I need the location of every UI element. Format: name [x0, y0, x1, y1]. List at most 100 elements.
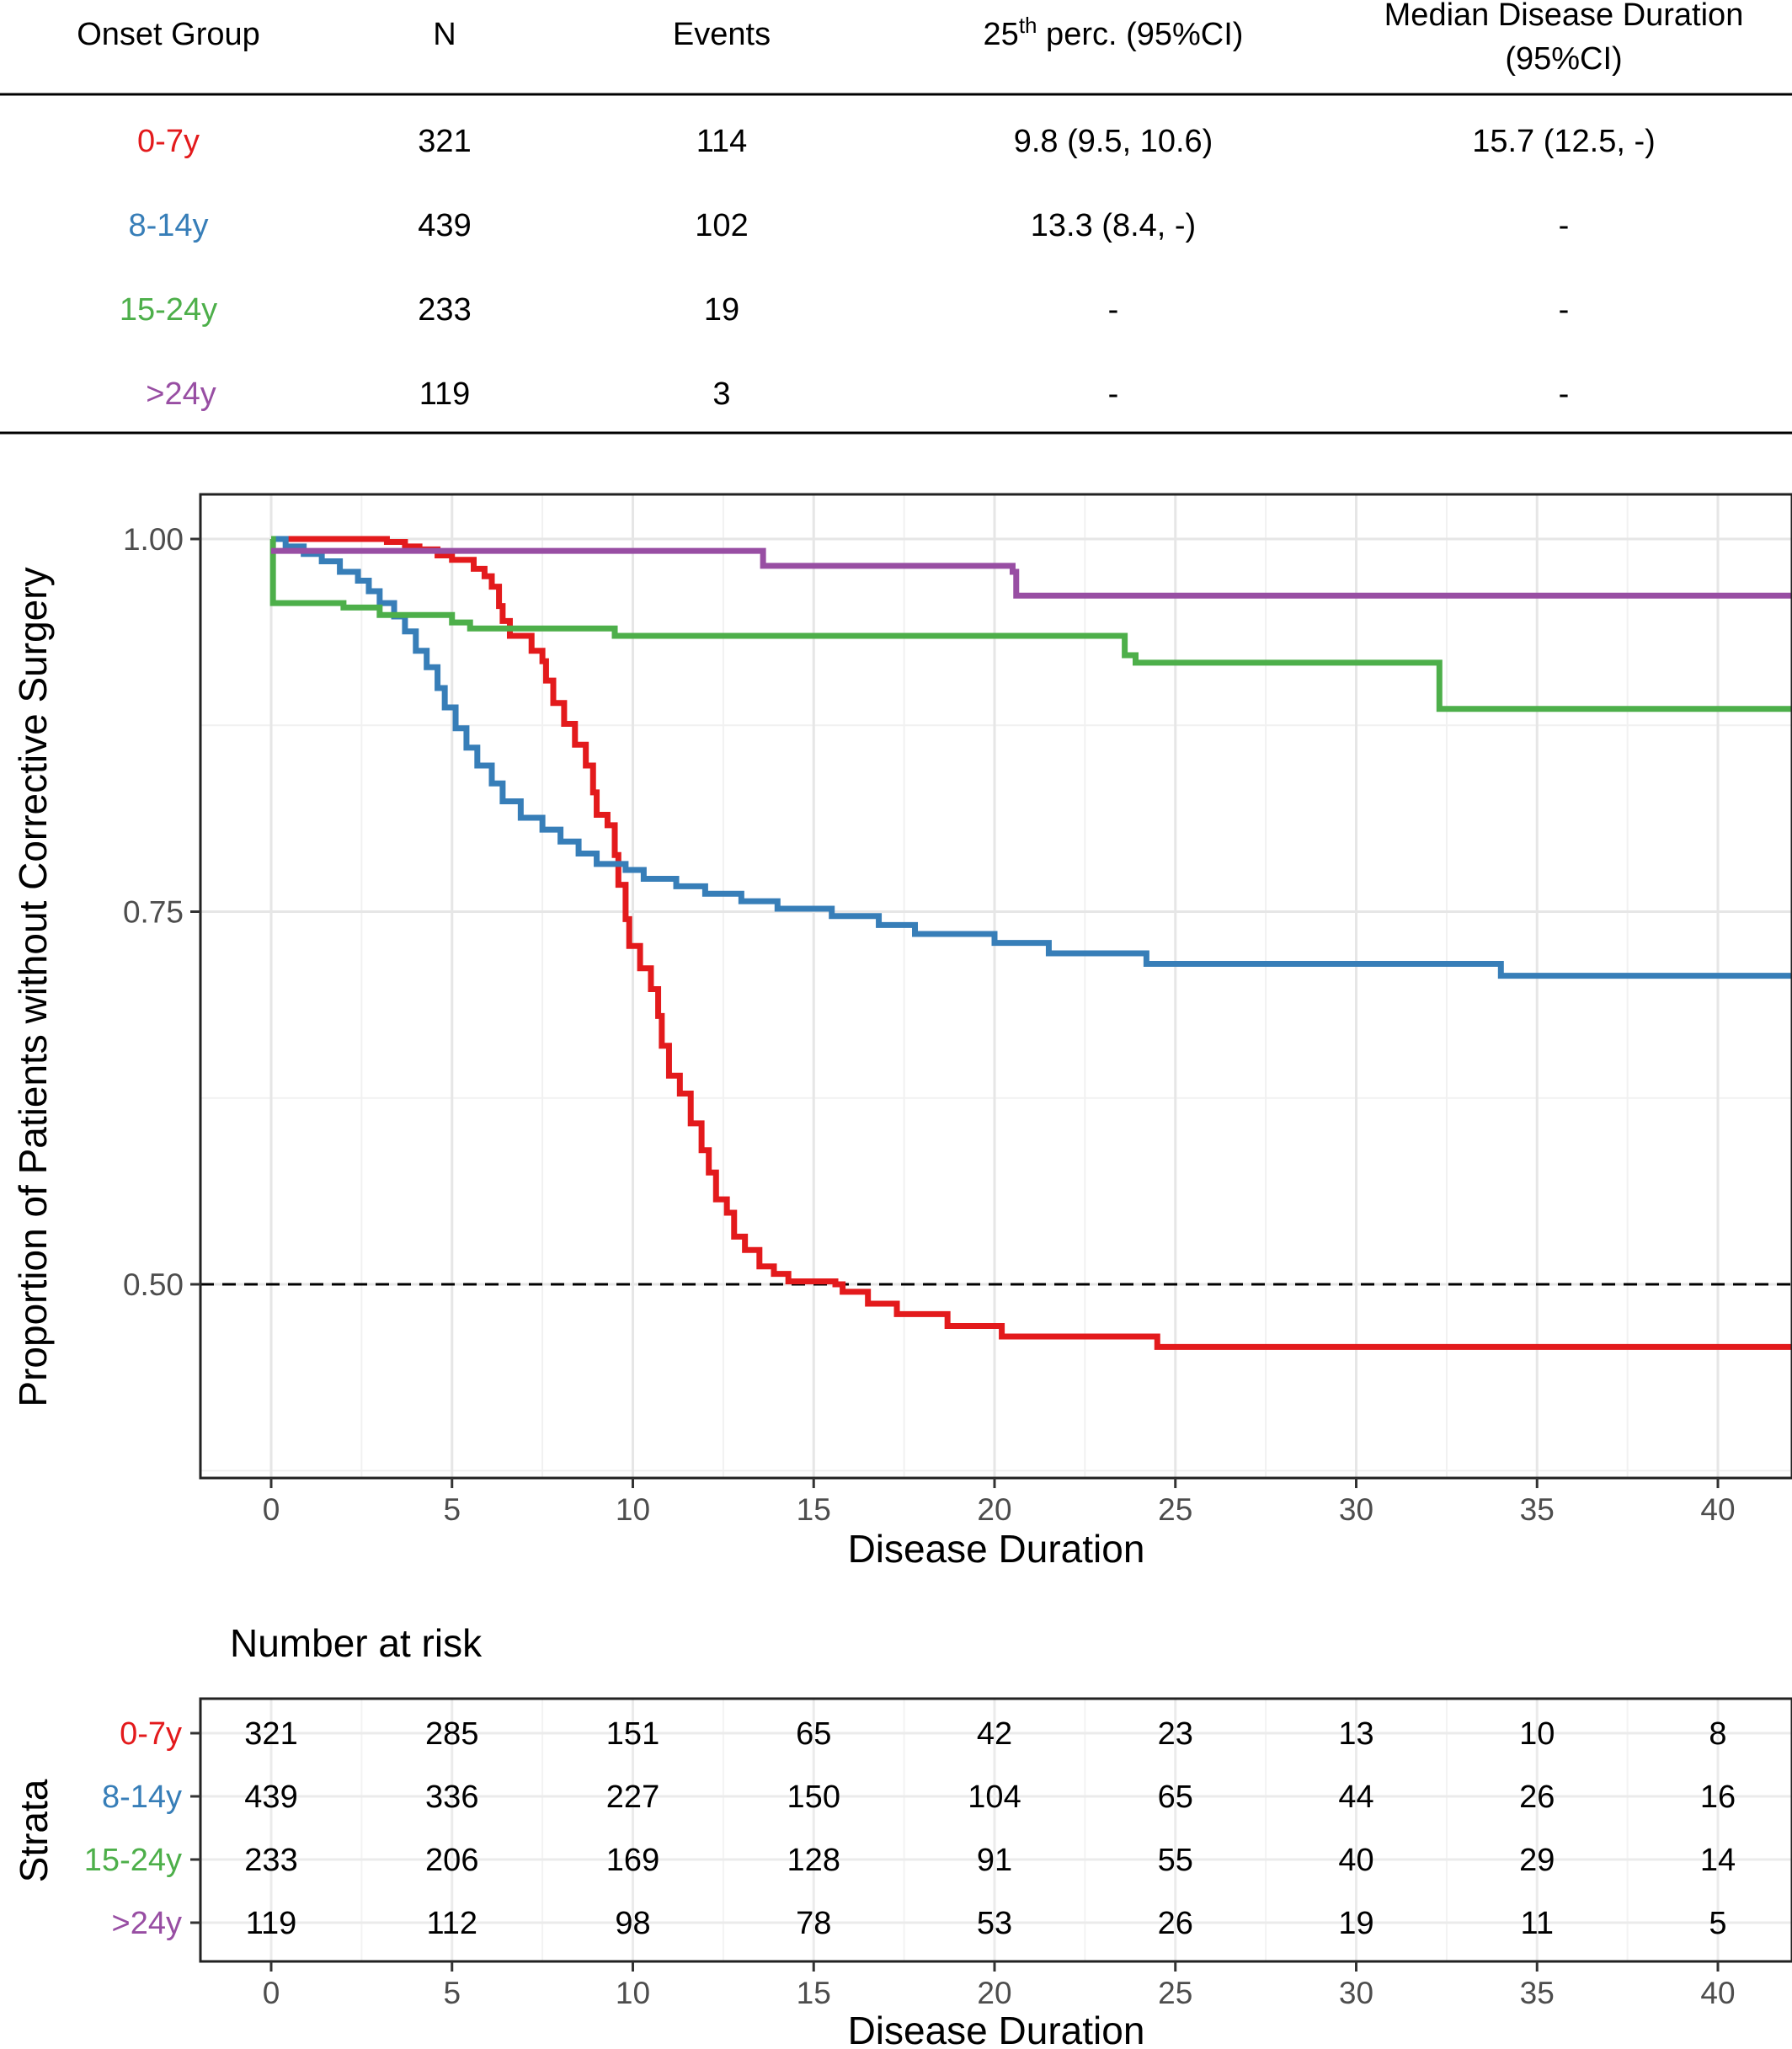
risk-cell: 128	[787, 1843, 840, 1878]
risk-cell: 19	[1338, 1906, 1373, 1941]
summary-cell-median: -	[1559, 376, 1570, 412]
plot-border	[199, 493, 1792, 1480]
x-tick-label: 5	[443, 1492, 461, 1527]
header-median-line2: (95%CI)	[1505, 41, 1622, 77]
summary-cell-events: 102	[695, 208, 748, 243]
x-tick-label: 0	[263, 1492, 280, 1527]
risk-cell: 5	[1709, 1906, 1726, 1941]
risk-table-title: Number at risk	[230, 1621, 483, 1665]
summary-cell-p25: -	[1108, 292, 1119, 328]
survival-curve-1	[271, 536, 1792, 1350]
risk-cell: 321	[244, 1716, 297, 1752]
survival-curve-3	[269, 536, 1792, 712]
risk-x-axis-ticks: 0 5 10 15 20 25 30 35 40	[263, 1961, 1736, 2010]
risk-table-grid	[200, 1699, 1792, 1961]
risk-x-axis-title: Disease Duration	[848, 2009, 1145, 2049]
risk-strata-labels: 0-7y 8-14y 15-24y >24y	[84, 1716, 200, 1941]
risk-table-background	[200, 1699, 1792, 1961]
summary-row-group-label: 15-24y	[120, 292, 217, 328]
summary-cell-n: 233	[418, 292, 471, 328]
risk-cell: 98	[615, 1906, 650, 1941]
summary-cell-events: 3	[712, 376, 730, 412]
risk-x-tick-label: 25	[1158, 1976, 1192, 2010]
summary-cell-p25: 13.3 (8.4, -)	[1031, 208, 1196, 243]
risk-cell: 169	[606, 1843, 659, 1878]
risk-table-cells: 321 285 151 65 42 23 13 10 8 439 336 227 150 104 65 44 2…	[244, 1716, 1736, 1941]
risk-cell: 44	[1338, 1780, 1373, 1815]
y-tick-label: 0.75	[123, 895, 184, 930]
x-tick-label: 40	[1700, 1492, 1735, 1527]
risk-cell: 16	[1700, 1780, 1736, 1815]
risk-cell: 78	[796, 1906, 831, 1941]
risk-cell: 151	[606, 1716, 659, 1752]
summary-row-group-label: >24y	[146, 376, 216, 412]
header-25th-percentile: 25th perc. (95%CI)	[984, 13, 1244, 52]
summary-cell-events: 19	[704, 292, 739, 328]
risk-cell: 55	[1158, 1843, 1193, 1878]
header-25th-number: 25	[984, 17, 1019, 52]
survival-curve-4	[271, 547, 1792, 599]
risk-cell: 206	[425, 1843, 478, 1878]
x-axis-title: Disease Duration	[848, 1527, 1145, 1571]
header-25th-label: perc. (95%CI)	[1037, 17, 1244, 52]
header-onset-group: Onset Group	[77, 17, 260, 52]
risk-x-tick-label: 35	[1520, 1976, 1555, 2010]
risk-cell: 14	[1700, 1843, 1736, 1878]
risk-x-tick-label: 20	[977, 1976, 1011, 2010]
x-tick-label: 35	[1520, 1492, 1555, 1527]
risk-cell: 233	[244, 1843, 297, 1878]
risk-x-tick-label: 5	[443, 1976, 461, 2010]
risk-cell: 23	[1158, 1716, 1193, 1752]
risk-cell: 65	[1158, 1780, 1193, 1815]
risk-cell: 10	[1519, 1716, 1555, 1752]
risk-x-tick-label: 0	[263, 1976, 280, 2010]
summary-cell-n: 439	[418, 208, 471, 243]
survival-curves	[269, 536, 1792, 1350]
summary-rows: 0-7y 321 114 9.8 (9.5, 10.6) 15.7 (12.5, -) 8…	[120, 124, 1656, 412]
header-25th-superscript: th	[1019, 13, 1037, 38]
header-events: Events	[673, 17, 771, 52]
x-tick-label: 30	[1339, 1492, 1373, 1527]
summary-row-group-label: 8-14y	[128, 208, 208, 243]
x-tick-label: 15	[797, 1492, 831, 1527]
summary-cell-n: 119	[419, 376, 471, 412]
risk-cell: 29	[1519, 1843, 1555, 1878]
summary-row-group-label: 0-7y	[137, 124, 200, 159]
header-n: N	[433, 17, 456, 52]
y-tick-label: 0.50	[123, 1267, 184, 1302]
y-tick-label: 1.00	[123, 522, 184, 557]
risk-x-tick-label: 30	[1339, 1976, 1373, 2010]
risk-cell: 13	[1338, 1716, 1373, 1752]
risk-cell: 91	[977, 1843, 1012, 1878]
risk-cell: 11	[1521, 1906, 1554, 1941]
y-axis-ticks: 0.50 0.75 1.00	[123, 522, 200, 1302]
risk-cell: 42	[977, 1716, 1012, 1752]
risk-cell: 26	[1519, 1780, 1555, 1815]
survival-curve-2	[271, 536, 1792, 979]
y-axis-title: Proportion of Patients without Correctiv…	[11, 567, 55, 1406]
risk-strata-label: >24y	[112, 1906, 182, 1941]
risk-cell: 119	[246, 1906, 297, 1941]
km-plot: 0 5 10 15 20 25 30 35 40 0.50 0.75 1.00 Disease Du…	[11, 493, 1792, 1571]
risk-cell: 227	[606, 1780, 659, 1815]
risk-strata-label: 8-14y	[102, 1780, 182, 1815]
summary-table: Onset Group N Events 25th perc. (95%CI) …	[0, 0, 1792, 435]
risk-cell: 285	[425, 1716, 478, 1752]
risk-cell: 104	[968, 1780, 1021, 1815]
risk-strata-label: 15-24y	[84, 1843, 182, 1878]
risk-x-tick-label: 15	[797, 1976, 831, 2010]
risk-cell: 336	[425, 1780, 478, 1815]
summary-cell-p25: -	[1108, 376, 1119, 412]
risk-x-tick-label: 10	[616, 1976, 650, 2010]
risk-y-axis-title: Strata	[12, 1779, 56, 1882]
header-median-line1: Median Disease Duration	[1384, 0, 1744, 33]
x-tick-label: 25	[1158, 1492, 1192, 1527]
risk-cell: 40	[1338, 1843, 1373, 1878]
summary-cell-n: 321	[418, 124, 471, 159]
summary-cell-median: 15.7 (12.5, -)	[1472, 124, 1656, 159]
risk-cell: 65	[796, 1716, 831, 1752]
risk-cell: 26	[1158, 1906, 1193, 1941]
x-axis-ticks: 0 5 10 15 20 25 30 35 40	[263, 1478, 1736, 1527]
